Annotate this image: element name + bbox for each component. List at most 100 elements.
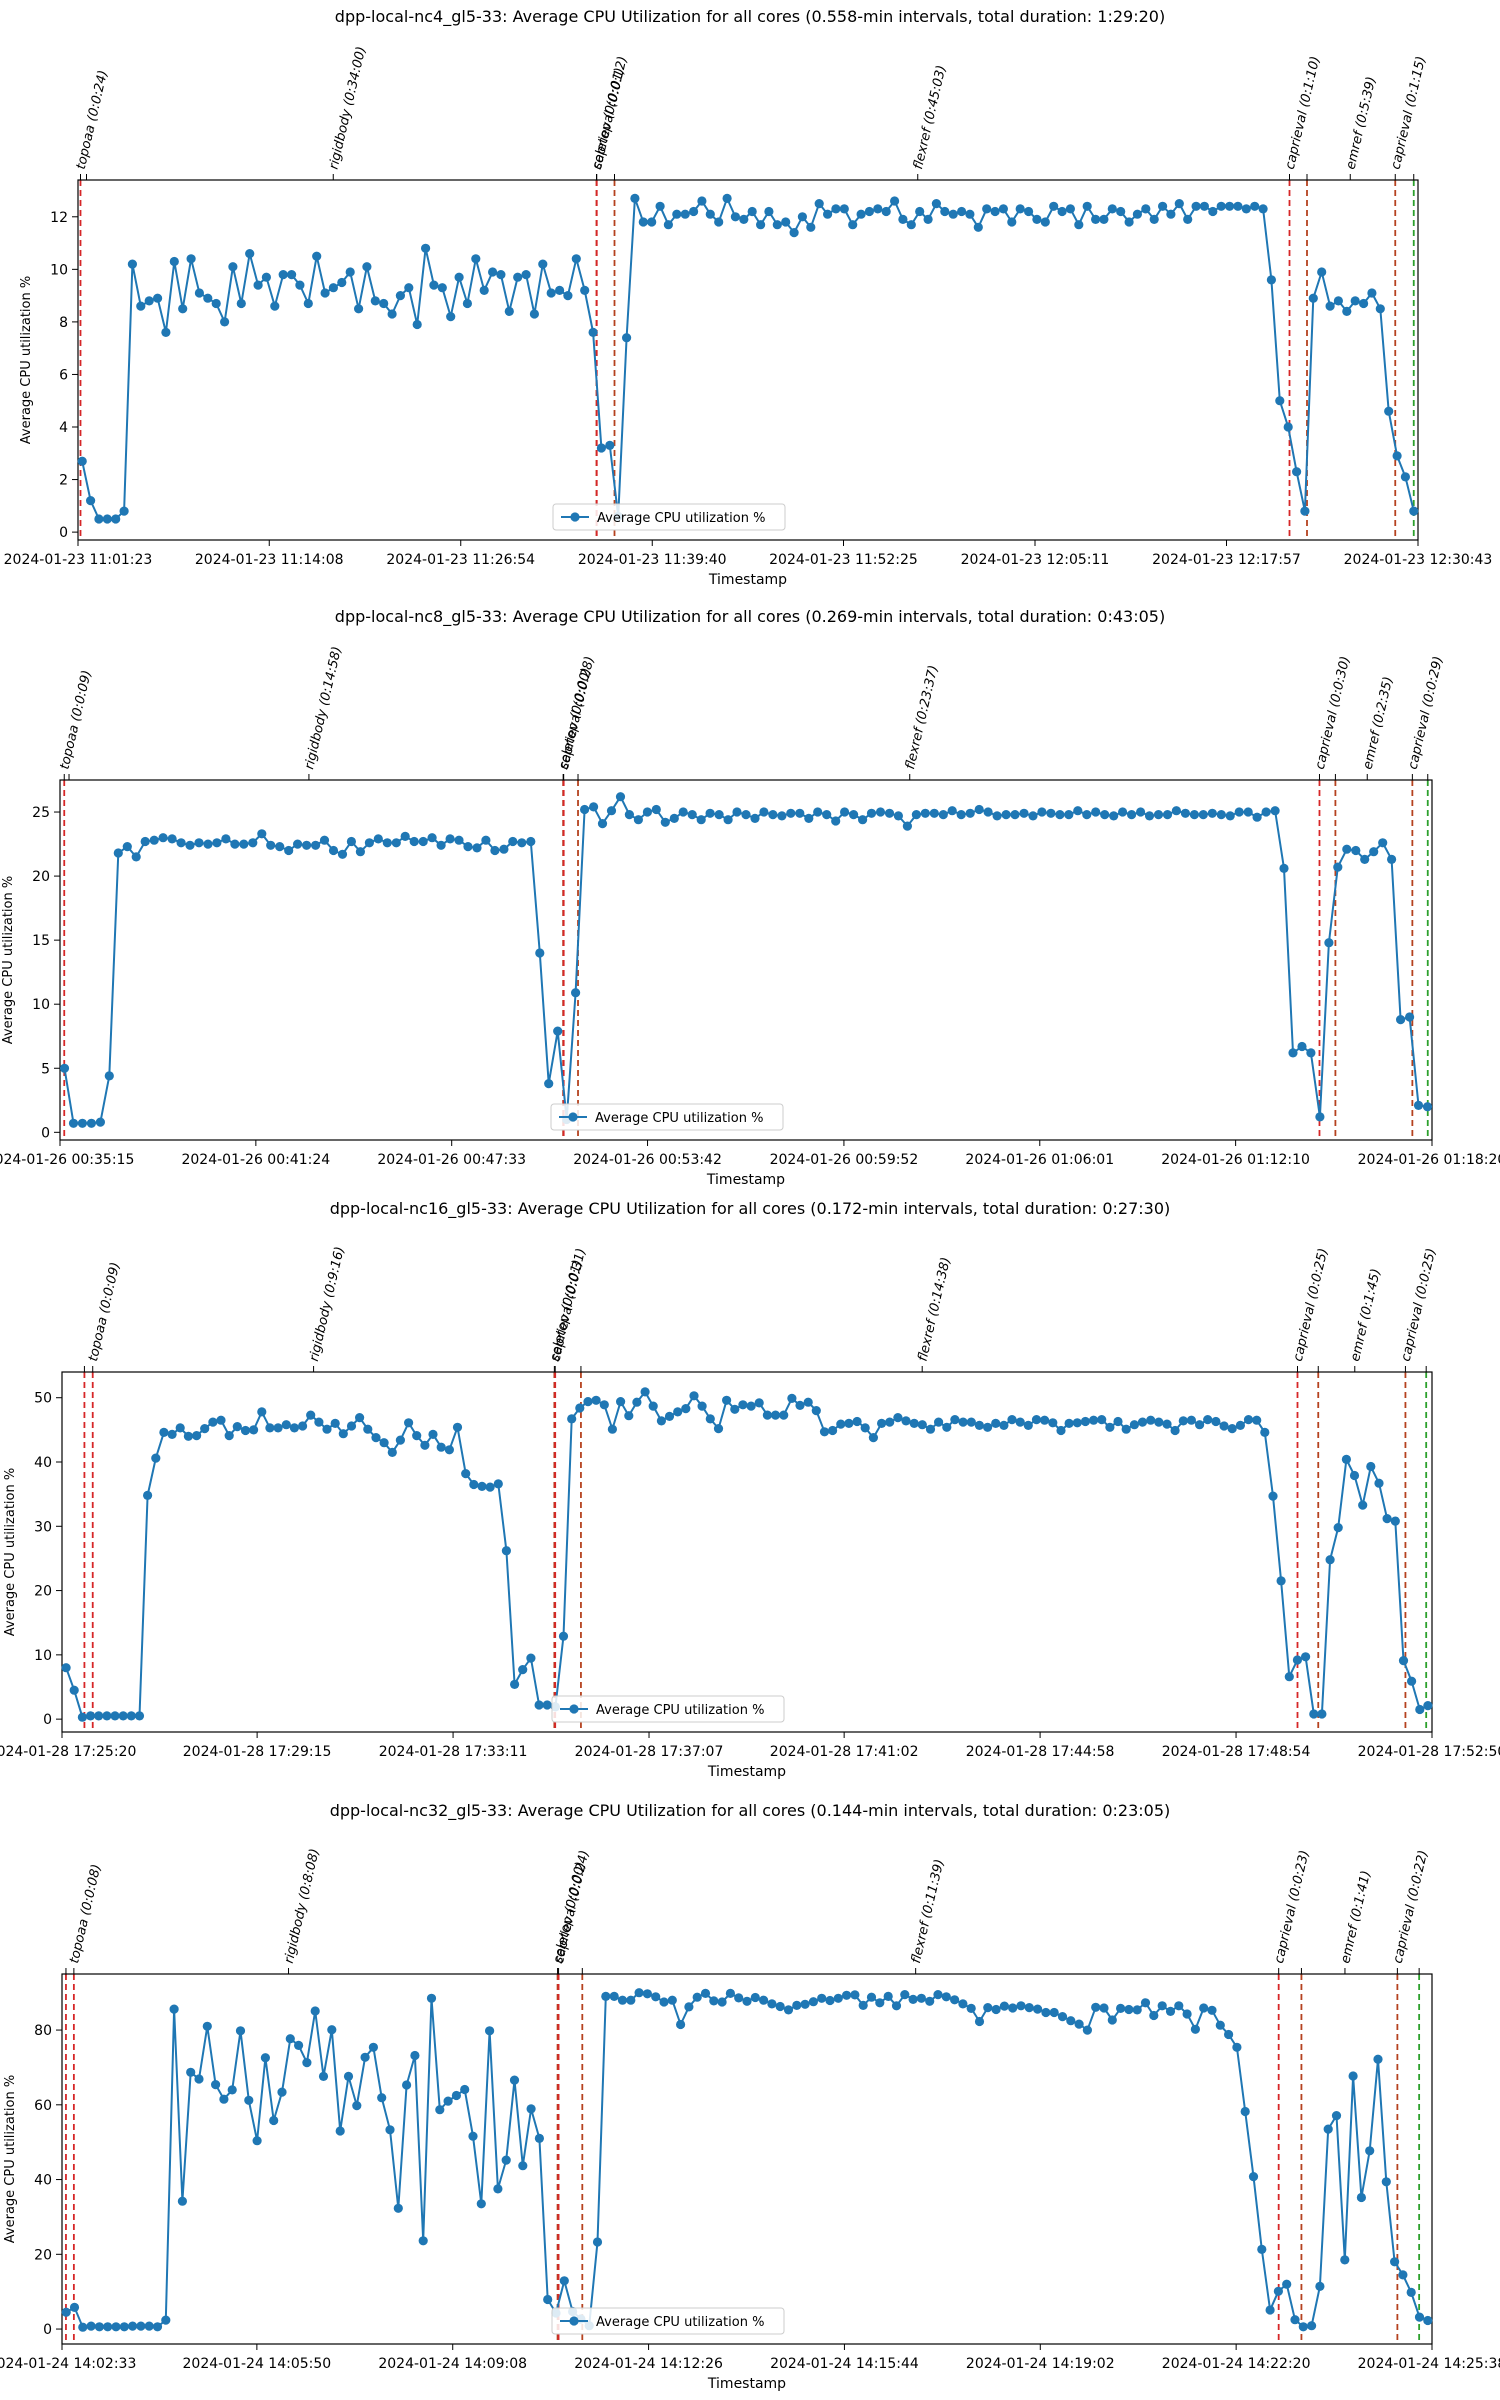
data-point bbox=[1423, 2315, 1433, 2326]
data-point bbox=[822, 810, 832, 820]
data-point bbox=[245, 249, 255, 259]
data-point bbox=[868, 1433, 879, 1443]
data-point bbox=[741, 810, 751, 820]
data-point bbox=[929, 808, 939, 818]
x-tick-label: 2024-01-28 17:44:58 bbox=[966, 1744, 1115, 1760]
data-point bbox=[1248, 2172, 1259, 2182]
data-point bbox=[161, 327, 171, 337]
data-point bbox=[580, 285, 590, 295]
y-tick-label: 20 bbox=[34, 1584, 52, 1600]
data-point bbox=[1091, 807, 1101, 817]
data-point bbox=[1118, 807, 1128, 817]
data-point bbox=[687, 810, 697, 820]
data-point bbox=[1413, 1100, 1424, 1110]
data-point bbox=[1261, 807, 1271, 817]
data-point bbox=[477, 1481, 487, 1491]
data-point bbox=[221, 834, 231, 844]
data-point bbox=[493, 2184, 503, 2194]
data-point bbox=[1082, 2025, 1092, 2035]
data-point bbox=[509, 1679, 520, 1689]
legend: Average CPU utilization % bbox=[551, 2307, 785, 2335]
data-point bbox=[607, 1424, 618, 1434]
data-point bbox=[404, 1418, 414, 1428]
data-point bbox=[452, 1422, 463, 1432]
data-point bbox=[1268, 1491, 1278, 1501]
data-point bbox=[1406, 2287, 1416, 2297]
stage-label: topoaa (0:0:09) bbox=[58, 669, 95, 771]
data-point bbox=[651, 1992, 661, 2002]
data-point bbox=[1317, 1709, 1327, 1719]
data-point bbox=[742, 1996, 752, 2006]
data-point bbox=[588, 327, 598, 337]
data-point bbox=[947, 806, 957, 816]
data-point bbox=[1348, 2071, 1358, 2081]
data-point bbox=[253, 280, 263, 290]
data-point bbox=[265, 1423, 275, 1433]
data-point bbox=[563, 291, 573, 301]
data-point bbox=[873, 204, 883, 214]
data-point bbox=[161, 2315, 171, 2325]
data-point bbox=[632, 1397, 642, 1407]
stage-label: caprieval (0:0:25) bbox=[1399, 1247, 1440, 1363]
data-point bbox=[518, 1665, 528, 1675]
data-point bbox=[795, 1400, 805, 1410]
legend: Average CPU utilization % bbox=[550, 1103, 784, 1131]
data-point bbox=[555, 285, 565, 295]
data-point bbox=[1162, 1419, 1172, 1429]
data-point bbox=[409, 836, 419, 847]
data-point bbox=[354, 304, 364, 314]
y-tick-label: 6 bbox=[59, 367, 68, 383]
data-point bbox=[77, 456, 87, 466]
x-tick-label: 2024-01-24 14:19:02 bbox=[966, 2356, 1115, 2372]
data-point bbox=[1216, 201, 1226, 211]
data-point bbox=[428, 1429, 438, 1439]
data-point bbox=[1360, 854, 1370, 865]
y-tick-label: 40 bbox=[34, 2173, 52, 2189]
data-point bbox=[194, 2074, 204, 2084]
x-tick-label: 2024-01-28 17:25:20 bbox=[0, 1744, 136, 1760]
data-point bbox=[1331, 2111, 1342, 2121]
data-point bbox=[1317, 267, 1327, 277]
stage-label: caprieval (0:1:15) bbox=[1389, 55, 1430, 171]
legend-label: Average CPU utilization % bbox=[596, 1703, 764, 1718]
legend-label: Average CPU utilization % bbox=[595, 1111, 763, 1126]
stage-label: flexref (0:45:03) bbox=[911, 64, 950, 171]
data-point bbox=[916, 1993, 927, 2003]
data-point bbox=[302, 2058, 312, 2068]
data-point bbox=[1384, 406, 1394, 416]
y-tick-label: 0 bbox=[43, 2322, 52, 2338]
data-point bbox=[1195, 1420, 1205, 1430]
data-point bbox=[730, 212, 741, 222]
data-point bbox=[831, 204, 841, 214]
data-point bbox=[1333, 1523, 1343, 1533]
data-point bbox=[1180, 808, 1190, 818]
data-point bbox=[705, 808, 715, 818]
data-point bbox=[393, 2203, 403, 2213]
data-point bbox=[647, 217, 657, 227]
data-point bbox=[78, 2322, 88, 2332]
data-point bbox=[86, 1118, 96, 1128]
data-point bbox=[126, 1711, 136, 1721]
data-point bbox=[663, 220, 674, 230]
data-point bbox=[1387, 854, 1397, 865]
data-point bbox=[764, 206, 774, 217]
data-point bbox=[864, 206, 875, 217]
data-point bbox=[355, 847, 365, 857]
data-point bbox=[575, 1403, 585, 1413]
data-point bbox=[504, 306, 514, 316]
data-point bbox=[318, 2071, 329, 2081]
data-point bbox=[338, 1429, 348, 1439]
data-point bbox=[320, 288, 330, 298]
y-tick-label: 10 bbox=[50, 262, 68, 278]
data-point bbox=[1307, 2321, 1317, 2331]
data-point bbox=[1127, 810, 1137, 820]
data-point bbox=[177, 2196, 187, 2206]
data-point bbox=[153, 293, 163, 303]
data-point bbox=[965, 209, 975, 219]
data-point bbox=[534, 1700, 544, 1710]
x-tick-label: 2024-01-28 17:33:11 bbox=[379, 1744, 528, 1760]
data-point bbox=[1365, 2146, 1375, 2156]
stage-label: flexref (0:23:37) bbox=[903, 664, 942, 771]
plot-frame bbox=[77, 179, 1419, 541]
y-tick-label: 20 bbox=[32, 869, 50, 885]
